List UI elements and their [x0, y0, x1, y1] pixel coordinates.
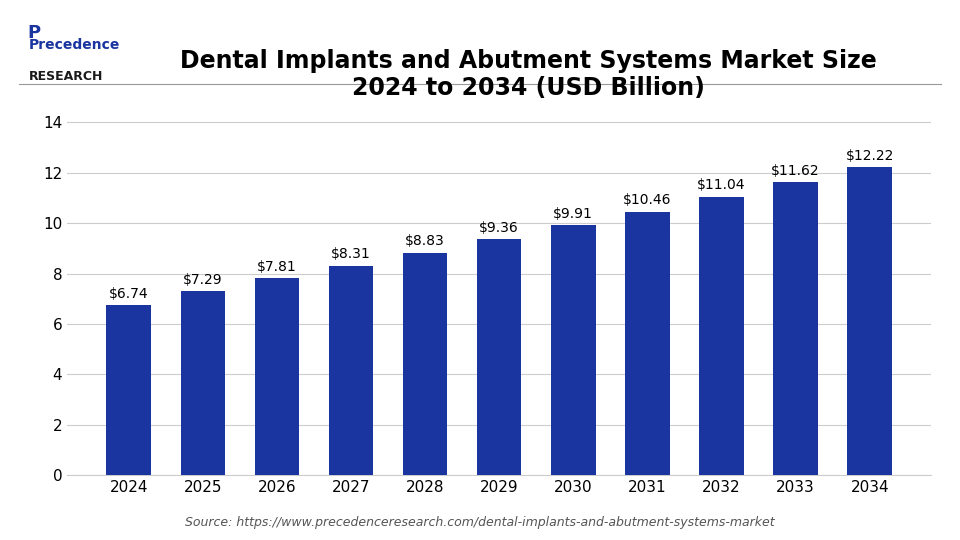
Text: $9.91: $9.91 — [553, 207, 593, 221]
Bar — [625, 212, 670, 475]
Bar — [774, 183, 818, 475]
Text: Source: https://www.precedenceresearch.com/dental-implants-and-abutment-systems-: Source: https://www.precedenceresearch.c… — [185, 516, 775, 529]
Bar — [551, 226, 595, 475]
Bar — [328, 266, 373, 475]
Text: P: P — [27, 24, 40, 42]
Text: $8.83: $8.83 — [405, 234, 445, 248]
Bar — [254, 279, 300, 475]
Text: $10.46: $10.46 — [623, 193, 672, 207]
Text: $6.74: $6.74 — [108, 287, 149, 301]
Bar — [180, 292, 225, 475]
Text: $9.36: $9.36 — [479, 221, 519, 235]
Bar — [477, 239, 521, 475]
Text: $11.04: $11.04 — [697, 178, 746, 192]
Bar — [107, 305, 151, 475]
Bar — [848, 167, 892, 475]
Bar — [699, 197, 744, 475]
Text: RESEARCH: RESEARCH — [29, 70, 103, 83]
Text: Precedence: Precedence — [29, 38, 120, 52]
Bar — [403, 253, 447, 475]
Text: $11.62: $11.62 — [771, 164, 820, 178]
Text: $7.81: $7.81 — [257, 260, 297, 274]
Text: $7.29: $7.29 — [183, 273, 223, 287]
Text: $8.31: $8.31 — [331, 247, 371, 261]
Text: Dental Implants and Abutment Systems Market Size
2024 to 2034 (USD Billion): Dental Implants and Abutment Systems Mar… — [180, 49, 876, 100]
Text: $12.22: $12.22 — [846, 148, 894, 163]
